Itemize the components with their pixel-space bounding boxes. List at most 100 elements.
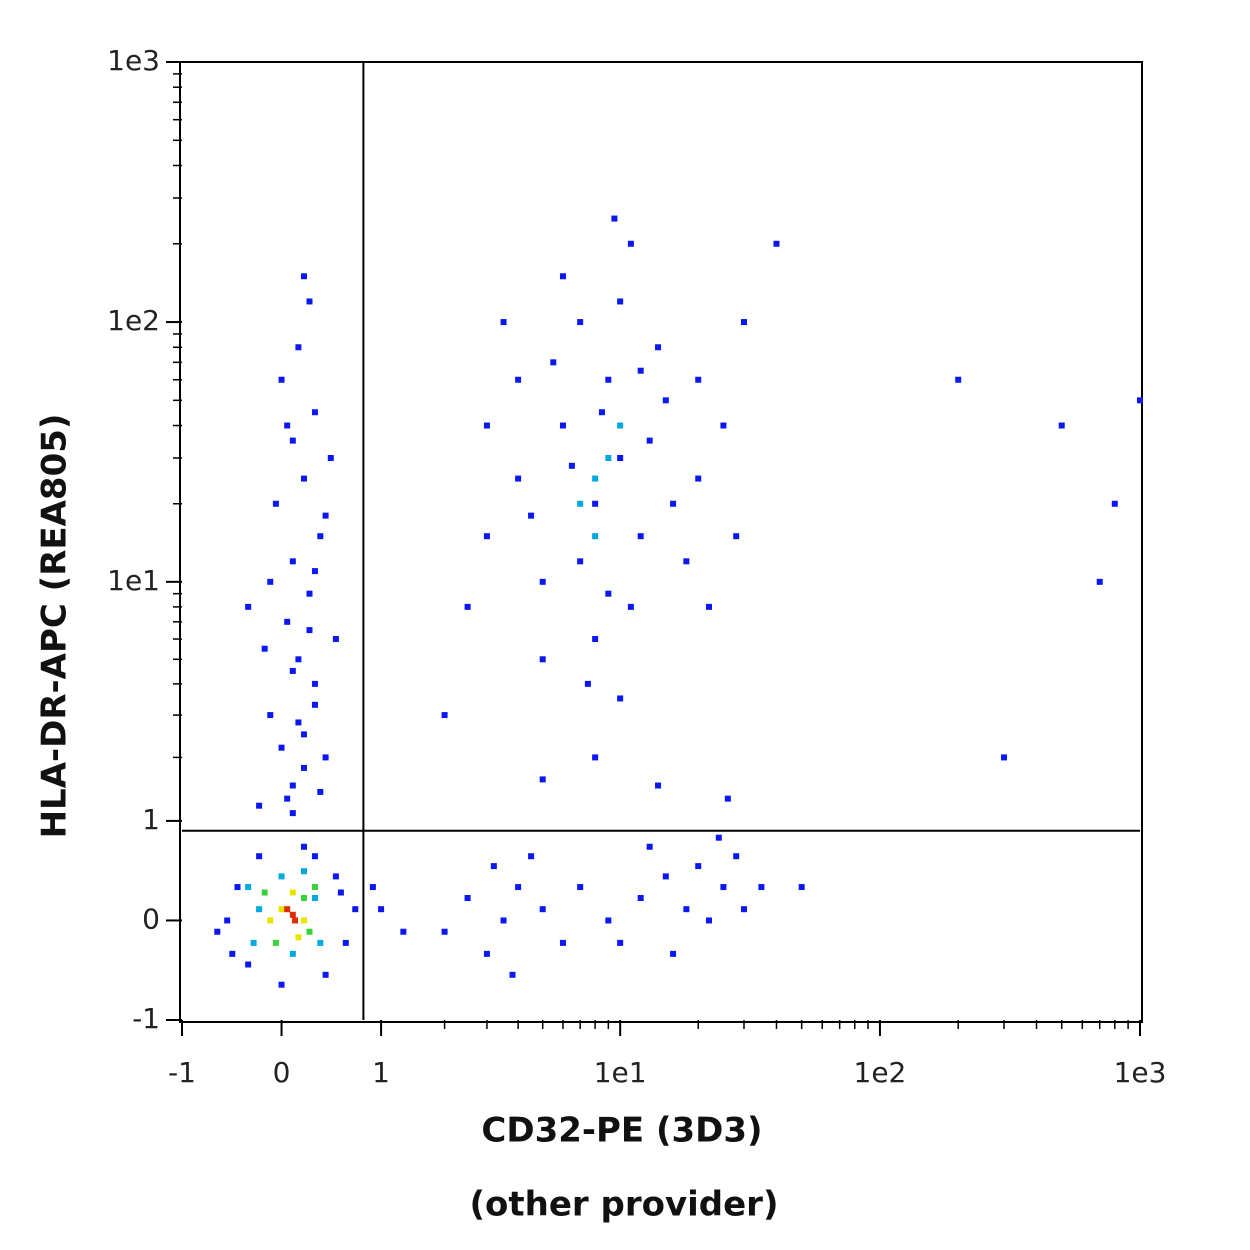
event-dot	[311, 884, 318, 891]
event-dot	[1111, 500, 1118, 507]
event-dot	[306, 298, 313, 305]
event-dot	[400, 928, 407, 935]
event-dot	[490, 863, 497, 870]
event-dot	[598, 409, 605, 416]
event-dot	[758, 884, 765, 891]
event-dot	[528, 853, 535, 860]
event-dot	[500, 319, 507, 326]
event-dot	[256, 802, 263, 809]
x-tick-label: 1e2	[854, 1056, 907, 1089]
x-tick-label: 1e1	[594, 1056, 647, 1089]
event-dot	[311, 680, 318, 687]
event-dot	[306, 928, 313, 935]
event-dot	[284, 618, 291, 625]
event-dot	[278, 906, 285, 913]
event-dot	[617, 455, 624, 462]
event-dot	[284, 422, 291, 429]
event-dot	[289, 810, 296, 817]
event-dot	[337, 889, 344, 896]
event-dot	[292, 917, 299, 924]
event-dot	[295, 344, 302, 351]
event-dot	[955, 376, 962, 383]
event-dot	[584, 680, 591, 687]
event-dot	[509, 971, 516, 978]
y-tick-label: -1	[132, 1002, 160, 1035]
event-dot	[332, 636, 339, 643]
event-dot	[705, 603, 712, 610]
event-dot	[300, 895, 307, 902]
event-dot	[483, 422, 490, 429]
event-dot	[695, 475, 702, 482]
event-dot	[577, 884, 584, 891]
event-dot	[1001, 754, 1008, 761]
event-dot	[637, 895, 644, 902]
event-dot	[300, 843, 307, 850]
event-dot	[483, 950, 490, 957]
event-dot	[322, 754, 329, 761]
event-dot	[352, 906, 359, 913]
event-dot	[317, 788, 324, 795]
event-dot	[464, 895, 471, 902]
event-dot	[592, 533, 599, 540]
event-dot	[369, 884, 376, 891]
event-dot	[550, 359, 557, 366]
event-dot	[322, 971, 329, 978]
event-dot	[289, 667, 296, 674]
x-tick-label: 1	[372, 1056, 390, 1089]
event-dot	[798, 884, 805, 891]
event-dot	[617, 939, 624, 946]
event-dot	[577, 319, 584, 326]
event-dot	[611, 215, 618, 222]
event-dot	[539, 656, 546, 663]
event-dot	[568, 462, 575, 469]
event-dot	[539, 578, 546, 585]
event-dot	[295, 934, 302, 941]
event-dot	[515, 475, 522, 482]
event-dot	[311, 409, 318, 416]
event-dot	[740, 906, 747, 913]
event-dot	[592, 754, 599, 761]
x-tick-label: 0	[273, 1056, 291, 1089]
event-dot	[261, 889, 268, 896]
y-tick-label: 1e2	[107, 304, 160, 337]
event-dot	[256, 853, 263, 860]
event-dot	[683, 906, 690, 913]
event-dot	[592, 500, 599, 507]
event-dot	[300, 475, 307, 482]
x-axis-note: (other provider)	[469, 1185, 778, 1225]
event-dot	[289, 437, 296, 444]
y-tick-label: 1	[142, 803, 160, 836]
event-dot	[720, 884, 727, 891]
event-dot	[295, 656, 302, 663]
x-tick-label: 1e3	[1114, 1056, 1167, 1089]
event-dot	[322, 512, 329, 519]
event-dot	[655, 344, 662, 351]
event-dot	[577, 500, 584, 507]
event-dot	[289, 889, 296, 896]
event-dot	[311, 701, 318, 708]
event-dot	[617, 422, 624, 429]
event-dot	[1137, 397, 1143, 404]
event-dot	[306, 590, 313, 597]
event-dot	[245, 961, 252, 968]
event-dot	[559, 422, 566, 429]
event-dot	[646, 843, 653, 850]
event-dot	[284, 906, 291, 913]
event-dot	[267, 917, 274, 924]
event-dot	[278, 376, 285, 383]
x-axis-label: CD32-PE (3D3)	[481, 1111, 762, 1151]
event-dot	[715, 834, 722, 841]
event-dot	[500, 917, 507, 924]
event-dot	[695, 376, 702, 383]
event-dot	[662, 397, 669, 404]
event-dot	[306, 627, 313, 634]
event-dot	[272, 500, 279, 507]
event-dot	[300, 273, 307, 280]
event-dot	[311, 568, 318, 575]
event-dot	[332, 873, 339, 880]
event-dot	[605, 917, 612, 924]
event-dot	[300, 868, 307, 875]
event-dot	[245, 884, 252, 891]
event-dot	[1096, 578, 1103, 585]
event-dot	[627, 240, 634, 247]
